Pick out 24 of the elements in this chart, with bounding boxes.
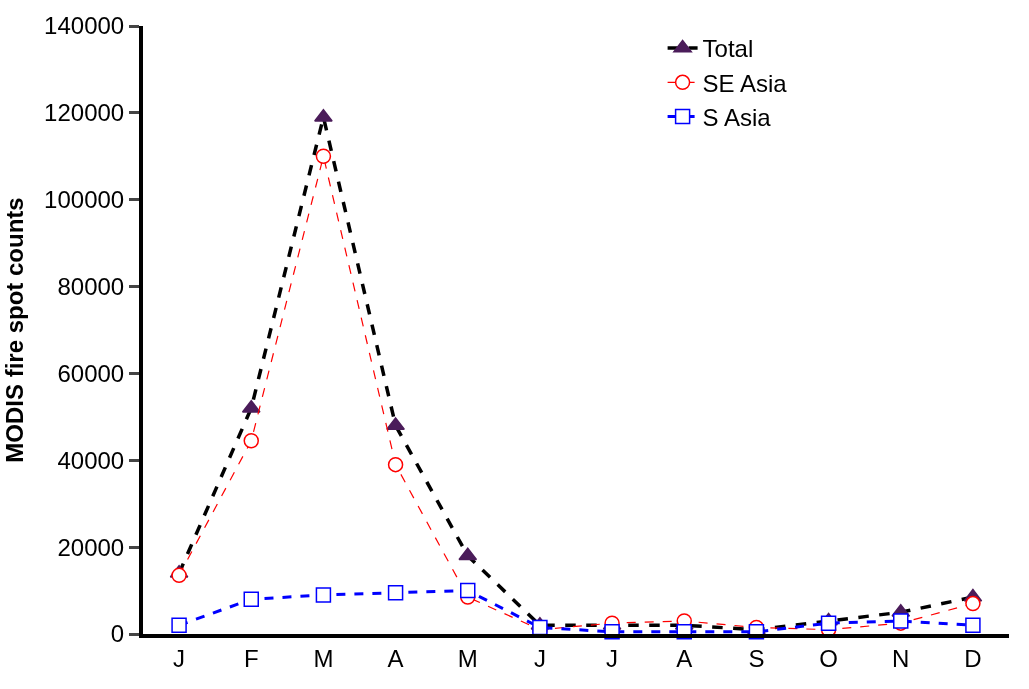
y-tick-label: 0 (110, 620, 125, 648)
legend-label: S Asia (702, 103, 772, 131)
y-tick-label: 140000 (44, 12, 125, 40)
x-tick-label: N (892, 644, 910, 672)
y-tick-label: 120000 (44, 99, 125, 127)
x-tick-label: J (173, 644, 186, 672)
x-tick-label: J (606, 644, 619, 672)
x-tick-label: M (313, 644, 334, 672)
y-tick-label: 60000 (57, 359, 125, 387)
x-tick-label: D (964, 644, 982, 672)
y-axis-title: MODIS fire spot counts (0, 197, 28, 463)
y-tick-label: 40000 (57, 446, 125, 474)
x-tick-label: A (676, 644, 693, 672)
y-tick-label: 20000 (57, 533, 125, 561)
y-tick-label: 100000 (44, 186, 125, 214)
x-tick-label: O (819, 644, 838, 672)
legend-label: SE Asia (702, 69, 788, 97)
x-tick-label: F (243, 644, 259, 672)
x-tick-label: J (533, 644, 546, 672)
x-tick-label: M (457, 644, 478, 672)
y-tick-label: 80000 (57, 272, 125, 300)
x-tick-label: S (748, 644, 765, 672)
legend-label: Total (702, 35, 754, 63)
x-tick-label: A (387, 644, 404, 672)
